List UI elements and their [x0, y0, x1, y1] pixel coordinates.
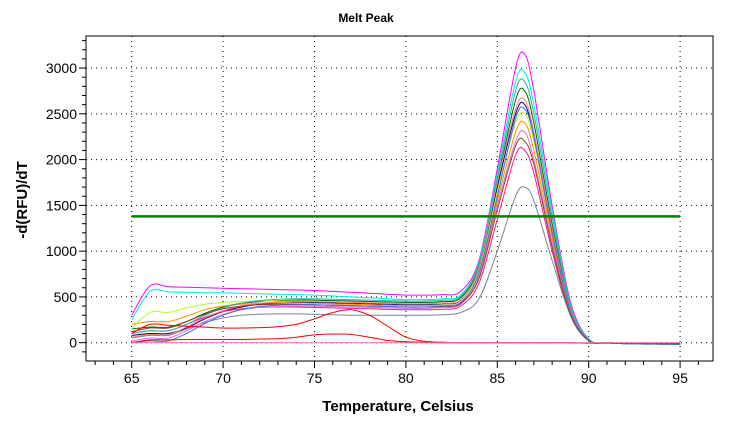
x-tick-label: 75 — [307, 370, 323, 386]
x-tick-label: 80 — [398, 370, 414, 386]
x-tick-label: 65 — [124, 370, 140, 386]
x-tick-label: 85 — [490, 370, 506, 386]
chart-title: Melt Peak — [338, 11, 394, 25]
y-tick-label: 0 — [69, 335, 77, 351]
plot-area — [85, 35, 714, 362]
x-tick-labels: 65 70 75 80 85 90 95 — [124, 370, 688, 386]
axis-ticks — [79, 40, 699, 368]
y-tick-label: 3000 — [46, 60, 77, 76]
y-axis-label: -d(RFU)/dT — [14, 161, 31, 238]
y-tick-label: 1500 — [46, 197, 77, 213]
x-tick-label: 70 — [215, 370, 231, 386]
x-axis-label: Temperature, Celsius — [322, 398, 473, 415]
x-tick-label: 90 — [581, 370, 597, 386]
y-tick-label: 2000 — [46, 152, 77, 168]
y-tick-label: 1000 — [46, 243, 77, 259]
y-tick-labels: 0 500 1000 1500 2000 2500 3000 — [46, 60, 77, 351]
x-tick-label: 95 — [672, 370, 688, 386]
y-tick-label: 2500 — [46, 106, 77, 122]
series-line-well-m — [131, 106, 681, 345]
series-group — [131, 51, 681, 345]
y-tick-label: 500 — [54, 289, 78, 305]
